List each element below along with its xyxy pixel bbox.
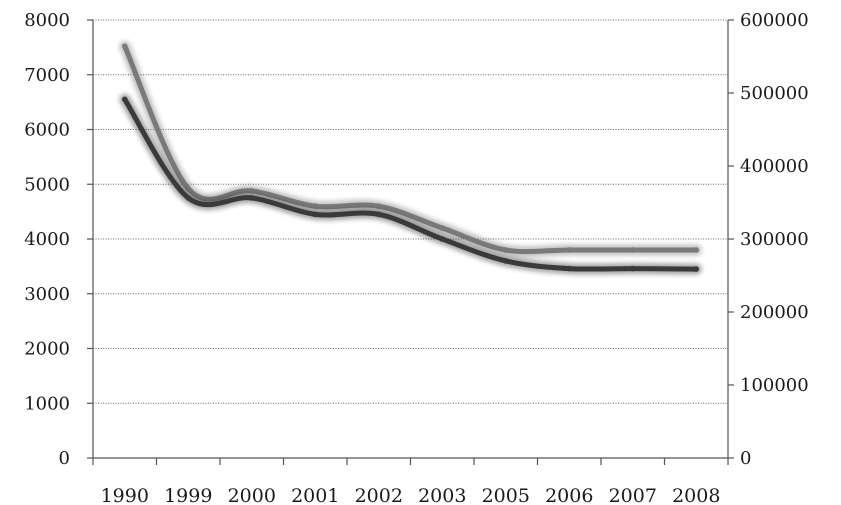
right-tick-label: 0	[740, 448, 751, 469]
right-tick-label: 100000	[740, 375, 809, 396]
right-tick-label: 200000	[740, 302, 809, 323]
right-tick-label: 600000	[740, 10, 809, 31]
right-tick-label: 400000	[740, 156, 809, 177]
data-point	[630, 247, 636, 253]
left-tick-label: 1000	[24, 393, 70, 414]
data-point	[376, 203, 382, 209]
x-tick-label: 2006	[545, 485, 593, 505]
data-point	[376, 211, 382, 217]
x-axis-ticks: 1990 1999 2000 2001 2002 2003 2005 2006 2007 2008	[93, 458, 728, 505]
data-point	[439, 225, 445, 231]
left-tick-label: 5000	[24, 174, 70, 195]
x-tick-label: 2005	[482, 485, 530, 505]
left-tick-label: 2000	[24, 339, 70, 360]
data-point	[122, 96, 128, 102]
left-tick-label: 8000	[24, 10, 70, 31]
x-tick-label: 2008	[672, 485, 720, 505]
left-tick-label: 0	[59, 448, 70, 469]
x-tick-label: 2000	[228, 485, 276, 505]
left-tick-label: 6000	[24, 120, 70, 141]
data-point	[439, 236, 445, 242]
data-point	[312, 203, 318, 209]
left-tick-label: 3000	[24, 284, 70, 305]
right-tick-label: 500000	[740, 83, 809, 104]
data-point	[249, 195, 255, 201]
right-axis-ticks: 0 100000 200000 300000 400000 500000 600000	[728, 10, 809, 469]
data-point	[566, 247, 572, 253]
data-point	[566, 266, 572, 272]
data-point	[503, 258, 509, 264]
x-tick-label: 2002	[355, 485, 403, 505]
left-tick-label: 4000	[24, 229, 70, 250]
series-layer	[122, 43, 700, 272]
data-point	[693, 266, 699, 272]
data-point	[312, 211, 318, 217]
x-tick-label: 1990	[101, 485, 149, 505]
x-tick-label: 1999	[164, 485, 212, 505]
data-point	[503, 247, 509, 253]
x-tick-label: 2001	[291, 485, 339, 505]
x-tick-label: 2003	[418, 485, 466, 505]
x-tick-label: 2007	[609, 485, 657, 505]
left-tick-label: 7000	[24, 65, 70, 86]
data-point	[693, 247, 699, 253]
data-point	[185, 195, 191, 201]
left-axis-ticks: 0 1000 2000 3000 4000 5000 6000 7000 8000	[24, 10, 93, 469]
right-tick-label: 300000	[740, 229, 809, 250]
data-point	[122, 43, 128, 49]
data-point	[630, 266, 636, 272]
